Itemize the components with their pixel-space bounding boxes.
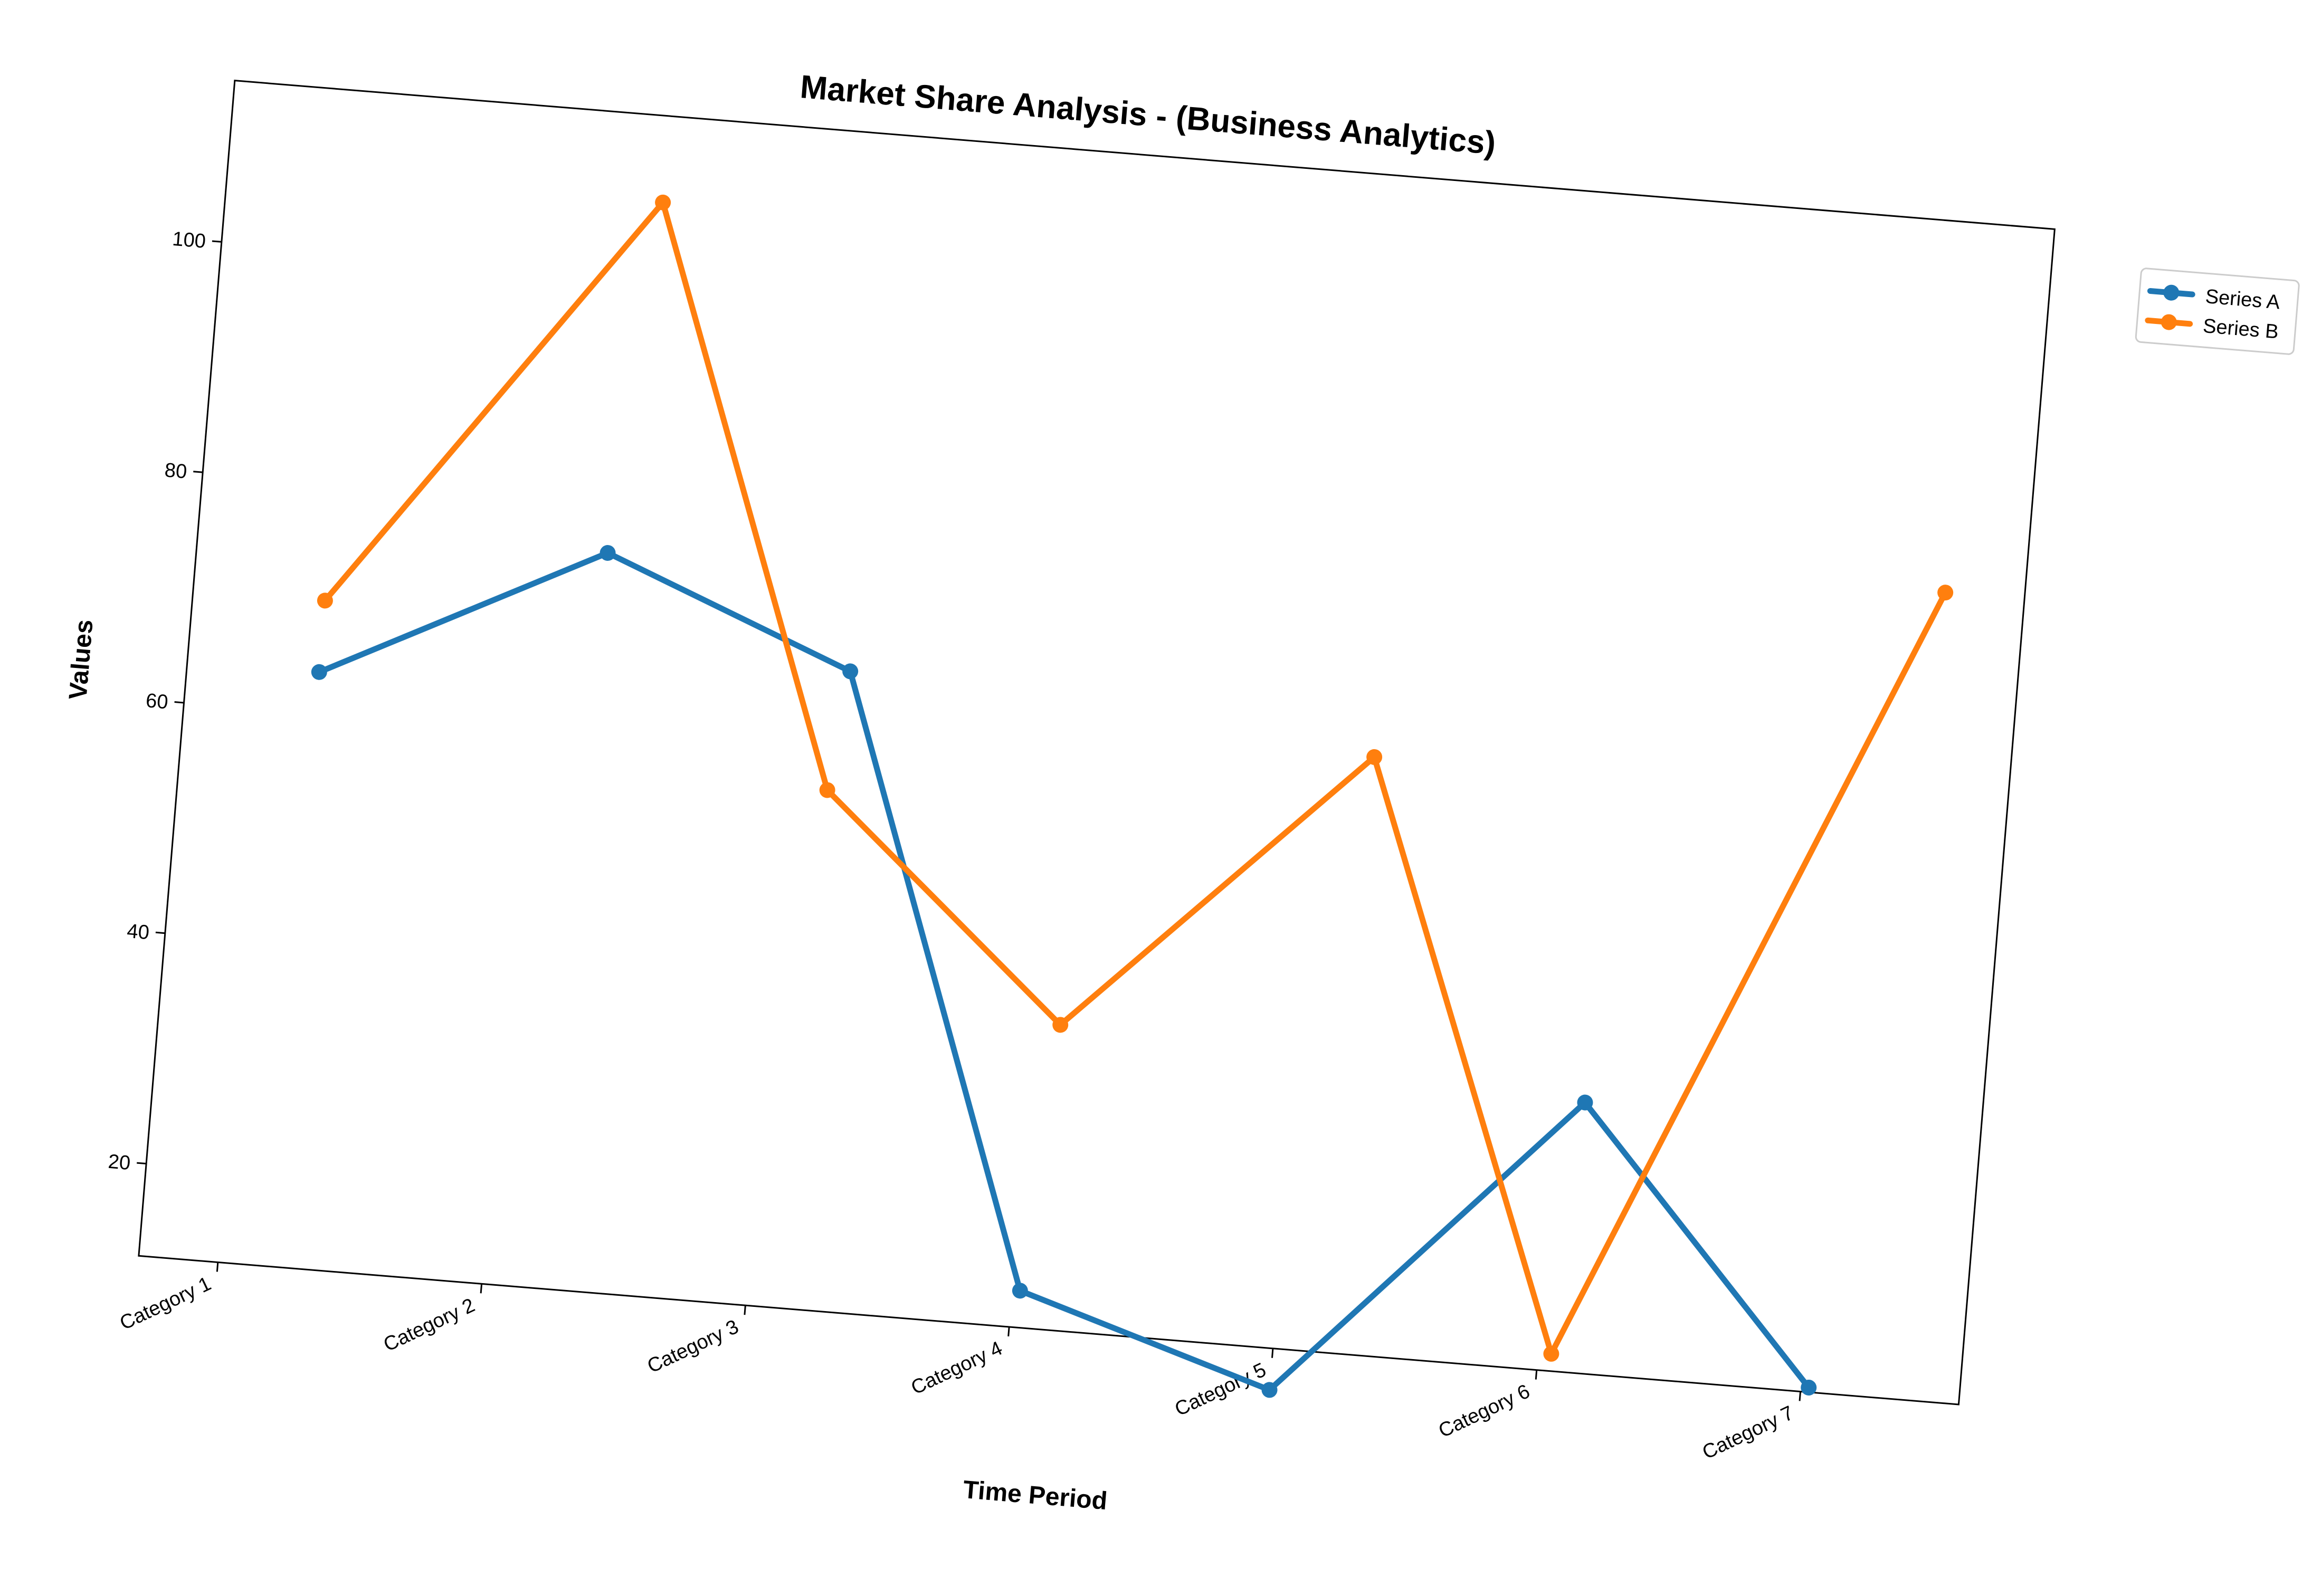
y-tick-label: 60 bbox=[145, 690, 169, 713]
legend-marker bbox=[2163, 284, 2180, 301]
y-tick-label: 40 bbox=[126, 920, 150, 944]
data-point bbox=[1261, 1382, 1278, 1398]
data-point bbox=[1012, 1283, 1028, 1299]
series-group bbox=[311, 194, 1954, 1398]
y-tick-label: 100 bbox=[172, 228, 207, 253]
y-axis: 20 40 60 80 100 bbox=[107, 228, 222, 1174]
y-tick-label: 80 bbox=[164, 459, 188, 483]
data-point bbox=[600, 545, 616, 561]
data-point bbox=[1577, 1094, 1593, 1111]
y-tick bbox=[155, 931, 165, 934]
y-axis-label: Values bbox=[64, 618, 98, 701]
data-point bbox=[1937, 585, 1954, 601]
plot-frame bbox=[138, 80, 2056, 1406]
data-point bbox=[842, 663, 859, 680]
data-point bbox=[1366, 749, 1383, 765]
data-point bbox=[655, 194, 671, 211]
data-point bbox=[311, 664, 327, 680]
data-point bbox=[317, 592, 333, 609]
data-point bbox=[1052, 1017, 1069, 1033]
data-point bbox=[1801, 1379, 1817, 1396]
data-point bbox=[1543, 1345, 1559, 1362]
y-tick-label: 20 bbox=[107, 1151, 131, 1174]
y-tick bbox=[174, 701, 184, 704]
y-tick bbox=[212, 240, 222, 243]
data-point bbox=[819, 782, 835, 798]
legend-marker bbox=[2161, 314, 2177, 330]
